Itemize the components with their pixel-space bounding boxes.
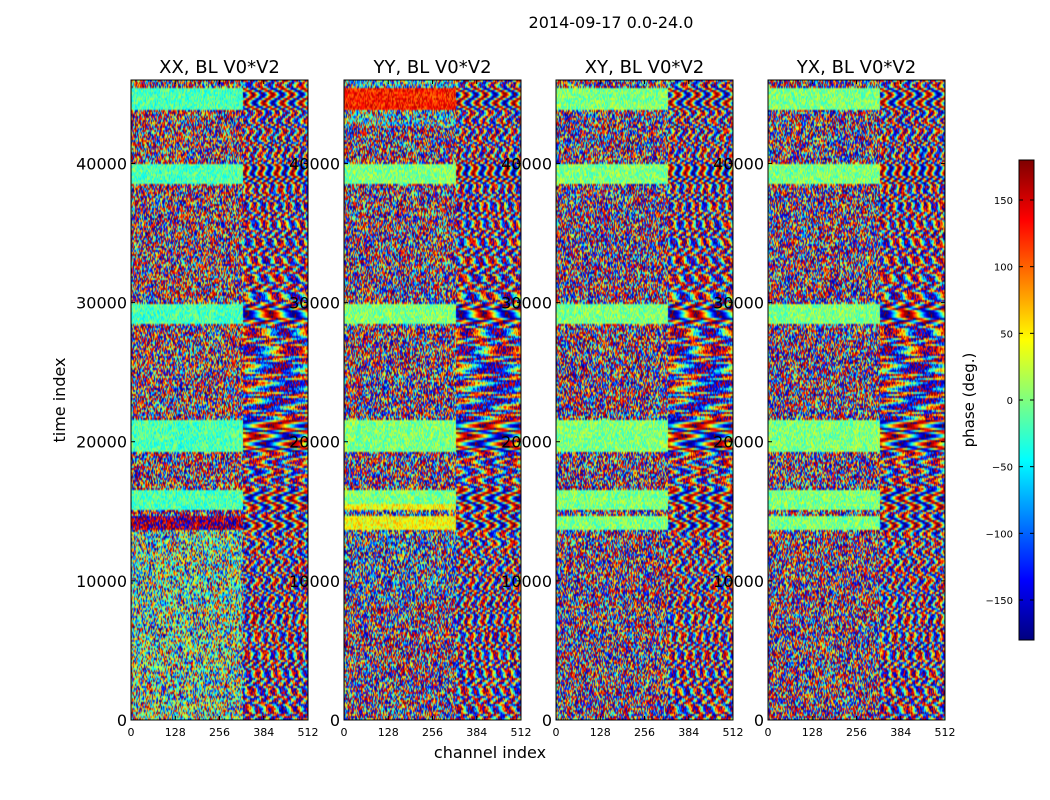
colorbar-tick-label: −100 (986, 529, 1013, 540)
panel-title: YY, BL V0*V2 (372, 57, 491, 78)
colorbar-tick-label: 50 (1000, 329, 1013, 340)
y-tick-label: 10000 (289, 572, 340, 591)
x-axis-label: channel index (434, 743, 546, 762)
y-tick-label: 10000 (76, 572, 127, 591)
y-tick-label: 30000 (713, 294, 764, 313)
x-tick-label: 128 (165, 726, 186, 739)
y-tick-label: 40000 (289, 154, 340, 173)
y-tick-label: 30000 (76, 294, 127, 313)
y-tick-label: 30000 (289, 294, 340, 313)
x-tick-label: 384 (678, 726, 699, 739)
x-tick-label: 384 (466, 726, 487, 739)
x-tick-label: 256 (634, 726, 655, 739)
x-tick-label: 256 (209, 726, 230, 739)
y-tick-label: 10000 (501, 572, 552, 591)
y-tick-label: 20000 (501, 433, 552, 452)
colorbar: −150 −100 −50 0 50 100 150 phase (deg.) (960, 159, 1035, 641)
x-tick-label: 512 (723, 726, 744, 739)
x-tick-label: 384 (890, 726, 911, 739)
y-tick-label: 40000 (713, 154, 764, 173)
y-tick-label: 40000 (501, 154, 552, 173)
y-tick-label: 40000 (76, 154, 127, 173)
colorbar-tick-label: −50 (992, 463, 1013, 474)
x-tick-label: 512 (935, 726, 956, 739)
y-tick-label: 10000 (713, 572, 764, 591)
panel-xy: XY, BL V0*V2 0 128 256 384 512 0 10000 20000 3000… (501, 57, 743, 739)
x-tick-label: 0 (341, 726, 348, 739)
colorbar-tick-label: −150 (986, 596, 1013, 607)
y-tick-label: 30000 (501, 294, 552, 313)
x-tick-label: 128 (802, 726, 823, 739)
x-tick-label: 0 (553, 726, 560, 739)
y-tick-label: 0 (542, 711, 552, 730)
panels-group: XX, BL V0*V2 0 128 256 384 512 0 10000 20000 3000… (76, 57, 955, 739)
colorbar-tick-label: 0 (1007, 396, 1013, 407)
heatmap-image-yy (344, 80, 521, 720)
x-tick-label: 512 (298, 726, 319, 739)
y-axis-label: time index (50, 357, 69, 442)
x-tick-label: 0 (765, 726, 772, 739)
y-tick-label: 0 (754, 711, 764, 730)
panel-xx: XX, BL V0*V2 0 128 256 384 512 0 10000 20000 3000… (76, 57, 318, 739)
heatmap-image-yx (768, 80, 945, 720)
panel-yy: YY, BL V0*V2 0 128 256 384 512 0 10000 20000 3000… (289, 57, 531, 739)
x-tick-label: 128 (378, 726, 399, 739)
x-tick-label: 0 (128, 726, 135, 739)
chart-title: 2014-09-17 0.0-24.0 (529, 13, 694, 32)
y-tick-label: 20000 (289, 433, 340, 452)
y-tick-label: 0 (117, 711, 127, 730)
x-tick-label: 128 (590, 726, 611, 739)
y-tick-label: 20000 (713, 433, 764, 452)
colorbar-tick-label: 100 (994, 263, 1013, 274)
x-tick-label: 256 (846, 726, 867, 739)
heatmap-image-xx (131, 80, 308, 720)
colorbar-label: phase (deg.) (960, 353, 978, 448)
panel-yx: YX, BL V0*V2 0 128 256 384 512 0 10000 20000 3000… (713, 57, 955, 739)
panel-title: XX, BL V0*V2 (159, 57, 280, 78)
x-tick-label: 384 (253, 726, 274, 739)
panel-title: YX, BL V0*V2 (796, 57, 916, 78)
panel-title: XY, BL V0*V2 (585, 57, 704, 78)
x-tick-label: 512 (511, 726, 532, 739)
x-tick-label: 256 (422, 726, 443, 739)
colorbar-tick-label: 150 (994, 196, 1013, 207)
y-tick-label: 20000 (76, 433, 127, 452)
heatmap-image-xy (556, 80, 733, 720)
y-tick-label: 0 (330, 711, 340, 730)
